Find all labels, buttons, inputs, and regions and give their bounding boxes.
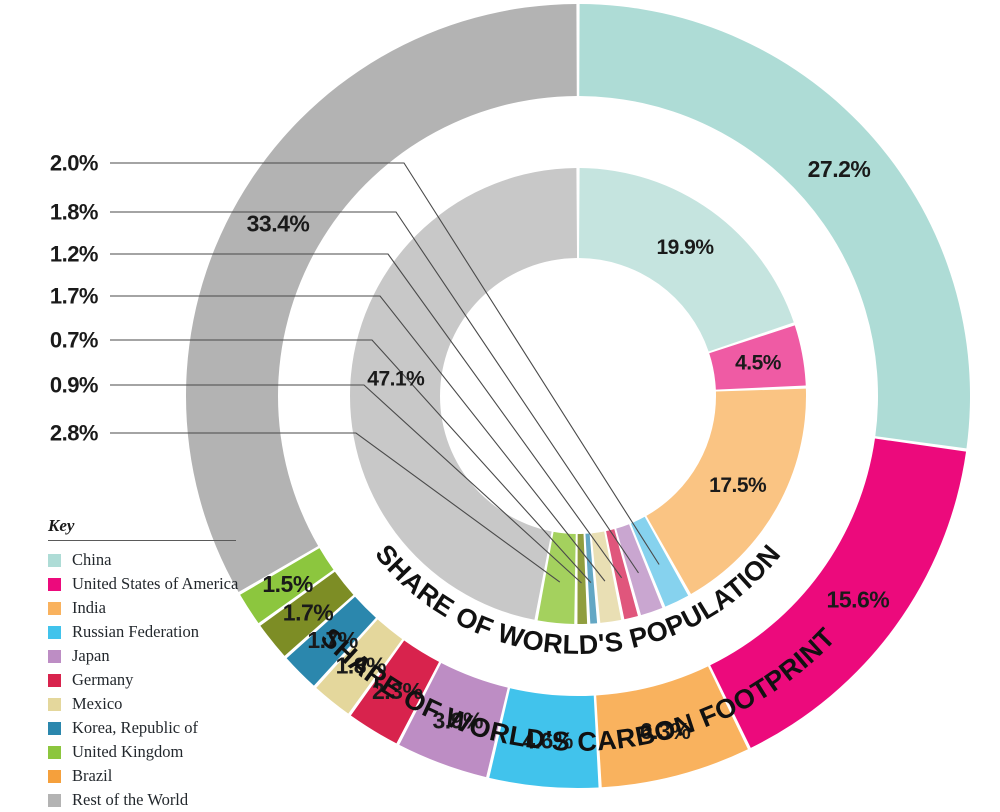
- callout-percentage-labels: 2.0% 1.8% 1.2% 1.7% 0.7% 0.9% 2.8%: [50, 151, 99, 446]
- pie-slice[interactable]: [646, 388, 807, 595]
- pie-slice[interactable]: [577, 533, 588, 624]
- legend-label: Russian Federation: [72, 622, 199, 641]
- slice-percentage-label: 6.3%: [640, 718, 690, 744]
- pie-slice[interactable]: [350, 640, 440, 744]
- callout-percentage-label: 1.2%: [50, 242, 98, 267]
- leader-line: [110, 295, 606, 582]
- leader-line: [110, 432, 561, 583]
- inner-ring-labels: 19.9% 4.5% 17.5% 47.1%: [367, 236, 782, 497]
- callout-percentage-label: 1.7%: [50, 284, 98, 309]
- pie-slice[interactable]: [579, 4, 970, 449]
- slice-percentage-label: 27.2%: [808, 156, 871, 182]
- pie-slice[interactable]: [596, 666, 748, 788]
- leader-line: [110, 339, 592, 583]
- legend-swatch: [48, 793, 61, 807]
- legend-item: Rest of the World: [48, 788, 263, 812]
- slice-percentage-label: 1.8%: [336, 652, 386, 678]
- legend-swatch: [48, 745, 61, 759]
- slice-percentage-label: 15.6%: [827, 586, 890, 612]
- legend-swatch: [48, 697, 61, 711]
- legend-swatch: [48, 577, 61, 591]
- legend-swatch: [48, 601, 61, 615]
- outer-ring-carbon-footprint: [185, 4, 970, 788]
- legend: Key China United States of America India Ru…: [48, 516, 263, 812]
- callout-percentage-label: 0.9%: [50, 373, 98, 398]
- legend-divider: [48, 540, 236, 541]
- pie-slice[interactable]: [606, 529, 638, 620]
- callout-percentage-label: 1.8%: [50, 200, 98, 225]
- legend-swatch: [48, 769, 61, 783]
- pie-slice[interactable]: [709, 325, 806, 390]
- legend-label: Rest of the World: [72, 790, 189, 809]
- legend-item: Korea, Republic of: [48, 716, 263, 740]
- legend-item: Russian Federation: [48, 620, 263, 644]
- slice-percentage-label: 2.3%: [372, 678, 422, 704]
- pie-slice[interactable]: [316, 619, 403, 714]
- slice-percentage-label: 4.5%: [735, 352, 782, 375]
- pie-slice[interactable]: [240, 548, 334, 624]
- legend-swatch: [48, 649, 61, 663]
- inner-ring-population: [349, 168, 807, 624]
- legend-label: Korea, Republic of: [72, 718, 198, 737]
- slice-percentage-label: 19.9%: [656, 236, 714, 259]
- slice-percentage-label: 33.4%: [247, 211, 310, 237]
- slice-percentage-label: 17.5%: [709, 474, 767, 497]
- pie-slice[interactable]: [260, 571, 354, 656]
- leader-line: [110, 253, 623, 579]
- pie-slice[interactable]: [399, 663, 508, 778]
- legend-label: Mexico: [72, 694, 123, 713]
- leader-line: [110, 384, 582, 584]
- legend-item: Japan: [48, 644, 263, 668]
- legend-item: Mexico: [48, 692, 263, 716]
- callout-leader-lines: [110, 162, 660, 584]
- callout-percentage-label: 2.0%: [50, 151, 98, 176]
- legend-item: China: [48, 548, 263, 572]
- legend-item: India: [48, 596, 263, 620]
- legend-label: India: [72, 598, 106, 617]
- slice-percentage-label: 4.6%: [522, 728, 572, 754]
- pie-slice[interactable]: [286, 596, 376, 686]
- pie-slice[interactable]: [578, 168, 794, 352]
- pie-slice[interactable]: [349, 168, 578, 620]
- pie-slice[interactable]: [585, 533, 598, 624]
- slice-percentage-label: 1.7%: [307, 627, 357, 653]
- legend-swatch: [48, 721, 61, 735]
- pie-slice[interactable]: [710, 438, 967, 748]
- legend-label: China: [72, 550, 112, 569]
- legend-label: Brazil: [72, 766, 113, 785]
- pie-slice[interactable]: [185, 4, 577, 593]
- legend-item: Brazil: [48, 764, 263, 788]
- slice-percentage-label: 3.9%: [432, 707, 482, 733]
- legend-label: Japan: [72, 646, 110, 665]
- pie-slice[interactable]: [591, 531, 622, 623]
- pie-slice[interactable]: [616, 524, 663, 616]
- pie-slice[interactable]: [489, 688, 599, 788]
- slice-percentage-label: 47.1%: [367, 368, 425, 391]
- legend-swatch: [48, 553, 61, 567]
- leader-line: [110, 162, 660, 565]
- callout-percentage-label: 2.8%: [50, 421, 98, 446]
- legend-item: United Kingdom: [48, 740, 263, 764]
- callout-percentage-label: 0.7%: [50, 328, 98, 353]
- slice-percentage-label: 1.7%: [283, 599, 333, 625]
- legend-item-list: China United States of America India Russia…: [48, 548, 263, 812]
- legend-item: United States of America: [48, 572, 263, 596]
- legend-item: Germany: [48, 668, 263, 692]
- outer-ring-labels: 27.2%15.6%6.3%4.6%3.9%2.3%1.8%1.7%1.7%1.…: [247, 156, 890, 754]
- pie-slice[interactable]: [630, 516, 689, 607]
- leader-line: [110, 211, 639, 574]
- legend-label: United States of America: [72, 574, 239, 593]
- slice-percentage-label: 1.5%: [262, 571, 312, 597]
- legend-swatch: [48, 673, 61, 687]
- legend-label: Germany: [72, 670, 134, 689]
- legend-title: Key: [48, 516, 75, 535]
- legend-swatch: [48, 625, 61, 639]
- legend-label: United Kingdom: [72, 742, 184, 761]
